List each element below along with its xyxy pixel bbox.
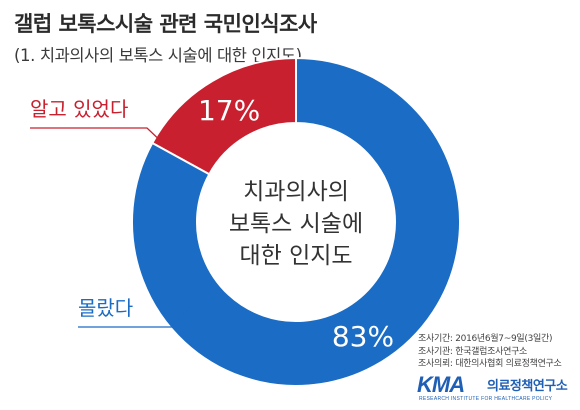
slice-category-label-0: 알고 있었다 (30, 97, 128, 121)
chart-slices (131, 56, 461, 387)
center-label-line-1: 보톡스 시술에 (229, 211, 363, 237)
page-subtitle: (1. 치과의사의 보톡스 시술에 대한 인지도) (14, 46, 302, 65)
logo-mark: KMA (417, 372, 465, 397)
slice-1 (131, 56, 461, 387)
logo-sub: RESEARCH INSTITUTE FOR HEALTHCARE POLICY (419, 396, 553, 402)
page-title: 갤럽 보톡스시술 관련 국민인식조사 (14, 12, 317, 36)
survey-credits: 조사기간: 2016년6월7~9일(3일간) 조사기관: 한국갤럽조사연구소 조… (418, 333, 578, 371)
leader-line-0 (30, 127, 167, 147)
survey-agency: 조사기관: 한국갤럽조사연구소 (418, 346, 528, 357)
slice-category-label-1: 몰랐다 (78, 296, 133, 320)
survey-client: 조사의뢰: 대한의사협회 의료정책연구소 (418, 359, 562, 369)
logo-name: 의료정책연구소 (487, 379, 568, 394)
slice-value-label-1: 83% (332, 320, 394, 353)
slice-value-label-0: 17% (198, 94, 260, 127)
center-label-line-2: 대한 인지도 (239, 243, 352, 269)
kma-logo: KMA 의료정책연구소 RESEARCH INSTITUTE FOR HEALT… (417, 372, 577, 406)
center-label-line-0: 치과의사의 (243, 179, 349, 205)
leader-line-1 (78, 304, 193, 328)
chart-leader-lines (30, 127, 193, 328)
survey-period: 조사기간: 2016년6월7~9일(3일간) (418, 334, 553, 344)
